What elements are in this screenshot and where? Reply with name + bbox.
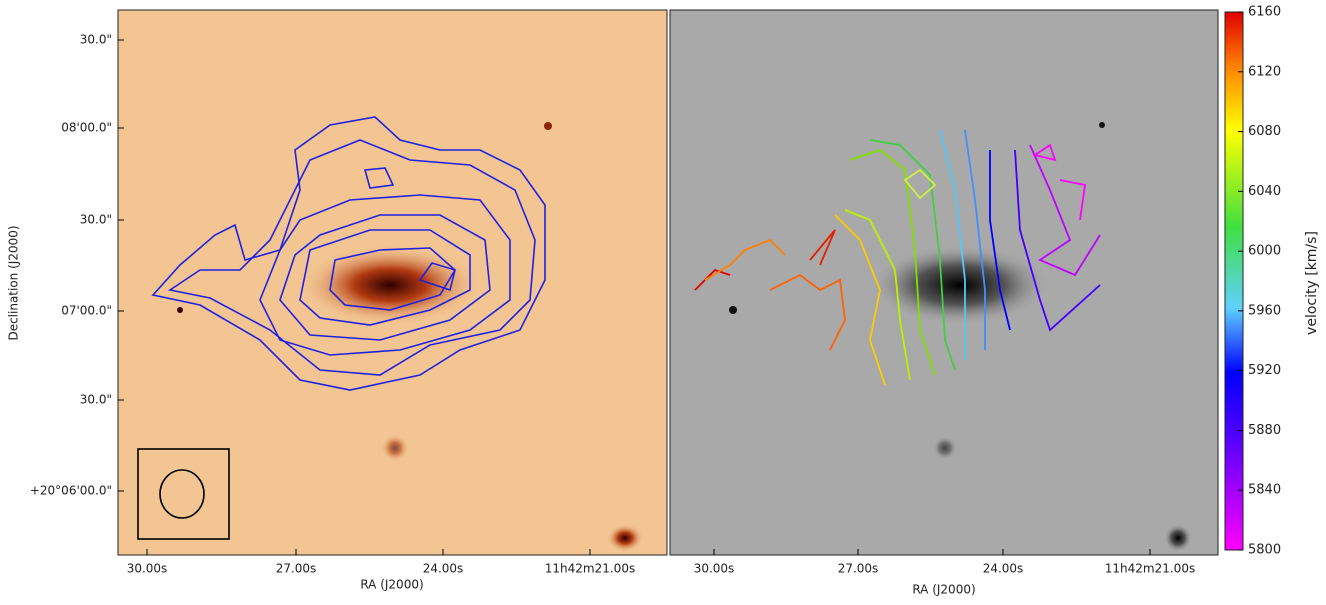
y-tick-label: 30.0" bbox=[80, 213, 112, 227]
x-tick-label: 24.00s bbox=[983, 562, 1024, 576]
x-tick-label: 11h42m21.00s bbox=[1105, 562, 1195, 576]
x-axis-label: RA (J2000) bbox=[360, 578, 423, 592]
y-tick-label: +20°06'00.0" bbox=[30, 484, 112, 498]
colorbar-tick-label: 5880 bbox=[1248, 423, 1281, 438]
colorbar-tick-label: 6120 bbox=[1248, 64, 1281, 79]
y-tick-label: 30.0" bbox=[80, 33, 112, 47]
x-tick-label: 27.00s bbox=[276, 562, 317, 576]
colorbar-tick-label: 6160 bbox=[1248, 5, 1281, 20]
x-tick-label: 30.00s bbox=[694, 562, 735, 576]
y-tick-label: 30.0" bbox=[80, 393, 112, 407]
colorbar-tick-label: 5920 bbox=[1248, 363, 1281, 378]
colorbar bbox=[1224, 11, 1244, 551]
x-axis-label: RA (J2000) bbox=[912, 583, 975, 597]
colorbar-tick-label: 5800 bbox=[1248, 543, 1281, 558]
colorbar-tick-label: 5960 bbox=[1248, 303, 1281, 318]
colorbar-tick-label: 6080 bbox=[1248, 124, 1281, 139]
y-tick-label: 07'00.0" bbox=[61, 304, 112, 318]
x-tick-label: 30.00s bbox=[127, 562, 168, 576]
x-tick-label: 11h42m21.00s bbox=[545, 562, 635, 576]
colorbar-tick-label: 6000 bbox=[1248, 244, 1281, 259]
y-axis-label: Declination (J2000) bbox=[7, 225, 21, 340]
x-tick-label: 24.00s bbox=[423, 562, 464, 576]
colorbar-tick-label: 5840 bbox=[1248, 483, 1281, 498]
left-image bbox=[117, 9, 668, 556]
x-tick-label: 27.00s bbox=[838, 562, 879, 576]
colorbar-label: velocity [km/s] bbox=[1304, 231, 1320, 335]
right-image bbox=[669, 9, 1219, 556]
colorbar-tick-label: 6040 bbox=[1248, 184, 1281, 199]
y-tick-label: 08'00.0" bbox=[61, 121, 112, 135]
